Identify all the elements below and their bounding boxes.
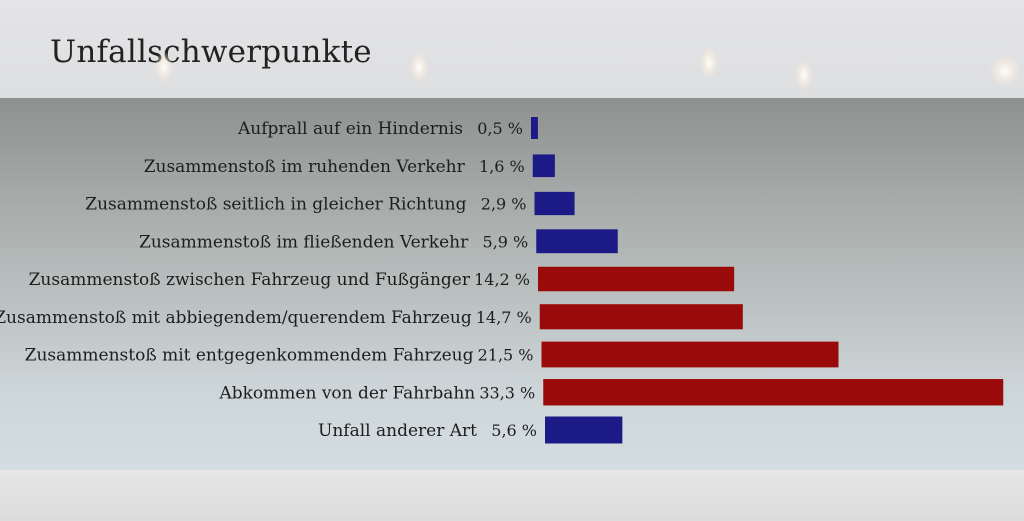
bar: [538, 266, 735, 292]
category-label: Aufprall auf ein Hindernis: [237, 119, 463, 139]
value-label: 21,5 %: [478, 346, 534, 365]
category-label: Zusammenstoß mit entgegenkommendem Fahrz…: [25, 346, 474, 366]
bar: [534, 191, 575, 216]
category-label: Zusammenstoß zwischen Fahrzeug und Fußgä…: [29, 270, 471, 290]
bar: [541, 341, 839, 368]
category-label: Zusammenstoß im ruhenden Verkehr: [144, 157, 466, 177]
bar: [545, 416, 623, 444]
chart-panel: [0, 98, 1024, 470]
bottom-strip: [0, 470, 1024, 521]
value-label: 5,6 %: [491, 421, 537, 440]
value-label: 33,3 %: [479, 383, 535, 402]
value-label: 14,7 %: [476, 308, 532, 327]
category-label: Unfall anderer Art: [318, 421, 477, 441]
light-glare-2: [410, 52, 428, 82]
category-label: Zusammenstoß im fließenden Verkehr: [139, 232, 469, 252]
bar: [536, 229, 618, 254]
bar: [543, 379, 1004, 406]
bar: [532, 154, 555, 178]
chart-title: Unfallschwerpunkte: [50, 34, 372, 70]
value-label: 5,9 %: [483, 232, 529, 251]
light-glare-5: [990, 56, 1020, 86]
bar: [531, 117, 538, 139]
light-glare-3: [700, 48, 718, 78]
value-label: 14,2 %: [474, 270, 530, 289]
value-label: 0,5 %: [477, 119, 523, 138]
category-label: Zusammenstoß seitlich in gleicher Richtu…: [85, 195, 466, 215]
value-label: 2,9 %: [481, 195, 527, 214]
bar: [539, 304, 743, 330]
category-label: Zusammenstoß mit abbiegendem/querendem F…: [0, 308, 472, 328]
light-glare-4: [795, 60, 813, 90]
light-glare-1: [155, 52, 173, 82]
value-label: 1,6 %: [479, 157, 525, 176]
category-label: Abkommen von der Fahrbahn: [218, 383, 475, 403]
